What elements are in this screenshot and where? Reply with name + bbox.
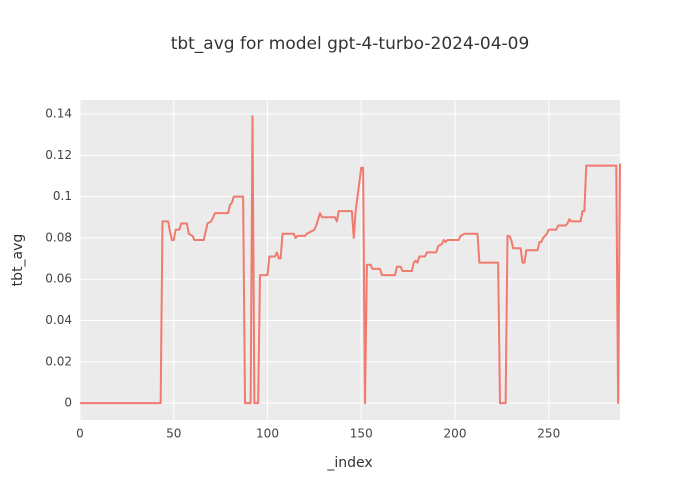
y-tick-label: 0.02: [45, 354, 72, 368]
y-tick-label: 0: [64, 396, 72, 410]
x-tick-label: 200: [444, 427, 467, 441]
y-tick-label: 0.04: [45, 313, 72, 327]
y-tick-label: 0.08: [45, 230, 72, 244]
y-tick-label: 0.14: [45, 107, 72, 121]
y-tick-label: 0.1: [53, 189, 72, 203]
x-tick-label: 100: [256, 427, 279, 441]
y-tick-label: 0.06: [45, 272, 72, 286]
y-tick-label: 0.12: [45, 148, 72, 162]
x-tick-label: 250: [537, 427, 560, 441]
x-tick-label: 150: [350, 427, 373, 441]
x-tick-label: 0: [76, 427, 84, 441]
x-axis-title: _index: [326, 455, 372, 471]
x-tick-label: 50: [166, 427, 181, 441]
plot-background: [80, 100, 620, 420]
y-axis-title: tbt_avg: [10, 234, 26, 287]
line: [80, 115, 621, 405]
chart-title: tbt_avg for model gpt-4-turbo-2024-04-09: [171, 34, 530, 54]
